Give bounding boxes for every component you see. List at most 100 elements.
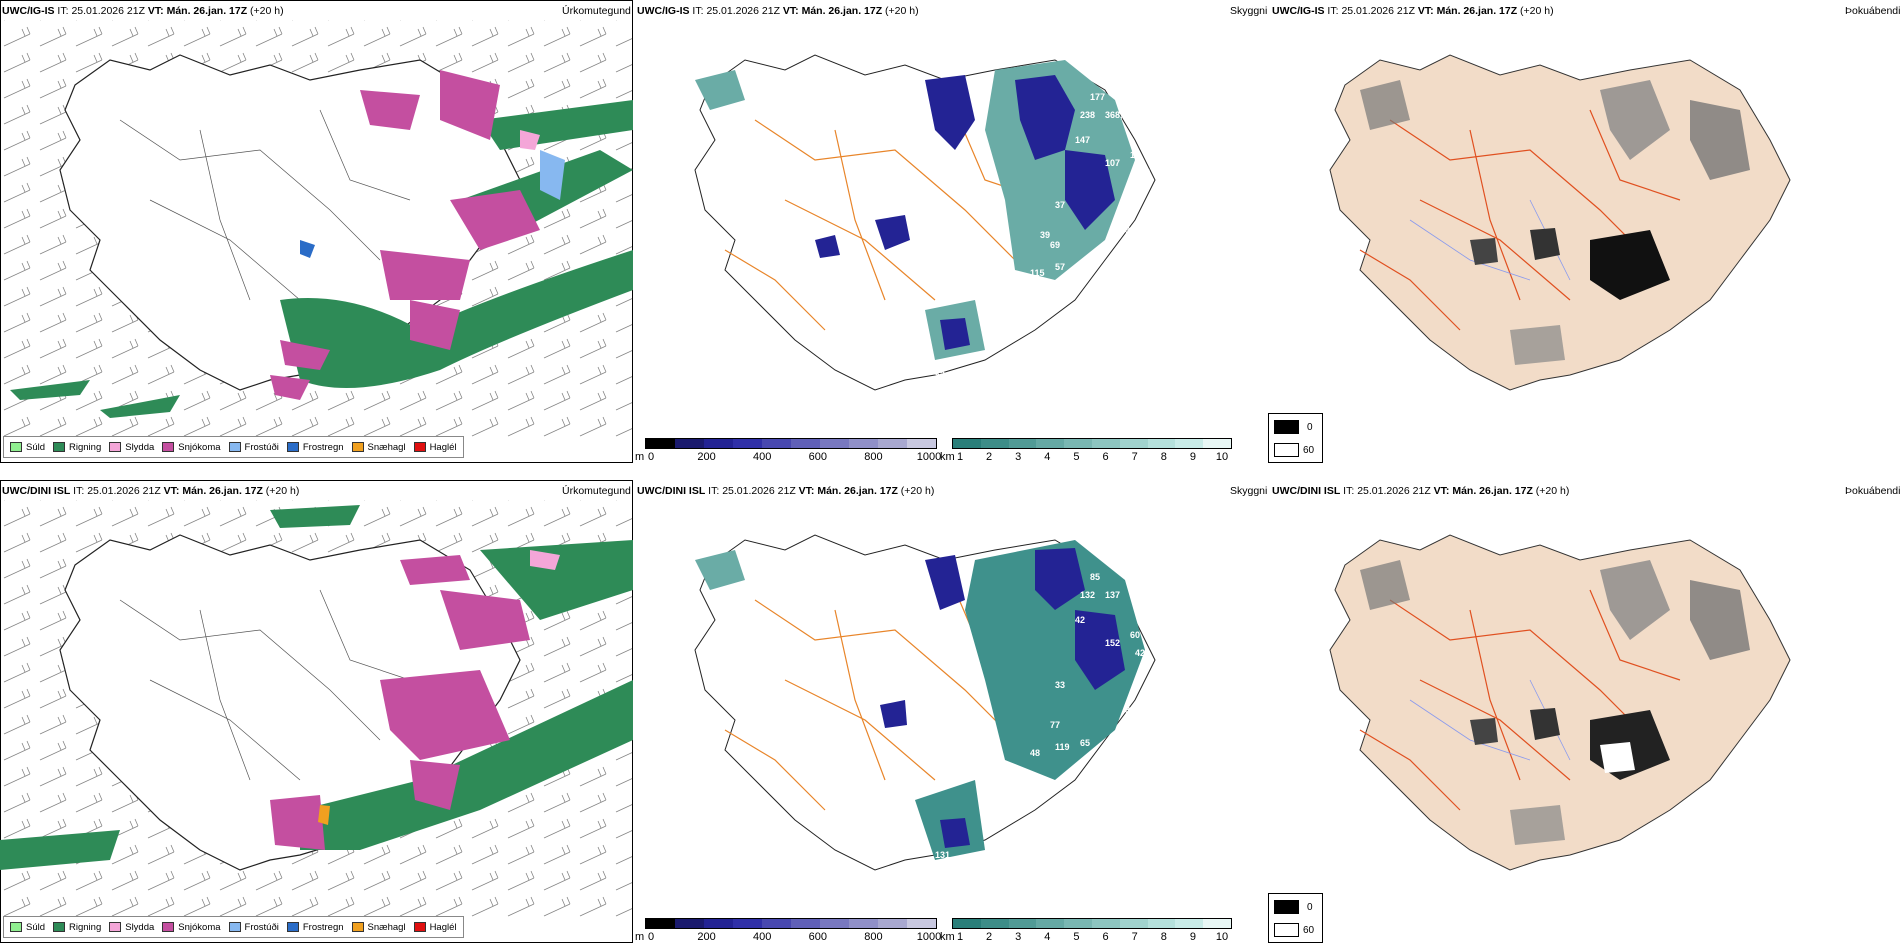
colorbar-segment: [849, 919, 878, 928]
precip-type-map: [1, 20, 633, 440]
legend-swatch: [162, 922, 175, 932]
legend-swatch: [109, 442, 122, 452]
colorbar-segment: [1175, 439, 1204, 448]
legend-item: Snjókoma: [162, 922, 221, 933]
colorbar-segment: [791, 919, 820, 928]
fog-index-map: [1329, 54, 1791, 391]
snow-depth-value: 55: [1190, 655, 1201, 665]
snow-depth-value: 111: [955, 180, 970, 190]
precip-type-legend: Súld Rigning Slydda Snjókoma Frostúði Fr…: [3, 436, 464, 458]
fog-index-panel: UWC/DINI ISL IT: 25.01.2026 21Z VT: Mán.…: [1270, 480, 1900, 950]
visibility-map: [694, 54, 1156, 391]
legend-item: Frostúði: [228, 922, 279, 933]
snow-depth-value: 277: [1180, 712, 1196, 722]
colorbar-tick: 0: [647, 931, 655, 943]
snow-depth-value: 89: [1195, 215, 1206, 225]
visibility-label: Skyggni: [1230, 5, 1268, 17]
precip-type-panel: UWC/IG-IS IT: 25.01.2026 21Z VT: Mán. 26…: [0, 0, 635, 470]
precip-type-legend: Súld Rigning Slydda Snjókoma Frostúði Fr…: [3, 916, 464, 938]
colorbar-tick: 8: [1160, 931, 1167, 943]
snow-depth-value: 86: [745, 90, 756, 100]
colorbar-tick: 200: [697, 451, 716, 463]
fog-low-swatch: [1274, 923, 1299, 937]
colorbar-segment: [675, 439, 704, 448]
legend-swatch: [10, 922, 22, 932]
snow-depth-value: 89: [915, 635, 926, 645]
snow-depth-value: 66: [915, 155, 926, 165]
colorbar-segment: [953, 919, 981, 928]
colorbar-tick: 600: [808, 451, 827, 463]
snow-depth-value: 98: [935, 655, 946, 665]
colorbar-segment: [907, 439, 936, 448]
legend-swatch: [413, 922, 426, 932]
panel-title: UWC/IG-IS IT: 25.01.2026 21Z VT: Mán. 26…: [637, 5, 919, 17]
snow-depth-value: 77: [1050, 720, 1061, 730]
panel-title: UWC/IG-IS IT: 25.01.2026 21Z VT: Mán. 26…: [1272, 5, 1554, 17]
colorbar-segment: [1147, 919, 1176, 928]
snow-depth-value: 287: [1135, 168, 1151, 178]
fog-index-label: Þokuábendi: [1845, 5, 1900, 17]
panel-title: UWC/DINI ISL IT: 25.01.2026 21Z VT: Mán.…: [637, 485, 935, 497]
snow-colorbar-unit: m: [635, 931, 645, 943]
fog-high-label: 0: [1307, 422, 1313, 433]
legend-swatch: [351, 922, 364, 932]
precip-type-map: [0, 500, 633, 920]
colorbar-tick: 800: [864, 931, 883, 943]
snow-colorbar-bar: [645, 918, 937, 929]
colorbar-tick: 4: [1044, 931, 1051, 943]
snow-colorbar-unit: m: [635, 451, 645, 463]
legend-item: Rigning: [53, 922, 101, 933]
fog-index-legend: 0 60: [1268, 893, 1323, 943]
colorbar-segment: [980, 919, 1009, 928]
legend-swatch: [53, 442, 66, 452]
snow-depth-value: 81: [935, 175, 946, 185]
snow-colorbar-bar: [645, 438, 937, 449]
fog-index-map: [1329, 534, 1791, 871]
colorbar-tick: 1000: [916, 931, 942, 943]
snow-depth-value: 79: [1120, 285, 1131, 295]
colorbar-segment: [1064, 439, 1092, 448]
colorbar-segment: [704, 919, 733, 928]
forecast-row-dini-isl: UWC/DINI ISL IT: 25.01.2026 21Z VT: Mán.…: [0, 480, 1900, 950]
legend-item: Slydda: [109, 922, 154, 933]
fog-index-legend: 0 60: [1268, 413, 1323, 463]
snow-depth-value: 70: [1160, 635, 1171, 645]
precip-type-label: Úrkomutegund: [562, 5, 631, 17]
snow-depth-value: 82: [1195, 695, 1206, 705]
colorbar-segment: [704, 439, 733, 448]
snow-depth-value: 137: [1105, 590, 1121, 600]
snow-depth-value: 85: [1090, 572, 1101, 582]
fog-high-label: 0: [1307, 902, 1313, 913]
fog-index-label: Þokuábendi: [1845, 485, 1900, 497]
snow-depth-value: 100: [890, 250, 906, 260]
snow-depth-value: 60: [1130, 630, 1141, 640]
colorbar-segment: [733, 919, 762, 928]
colorbar-segment: [953, 439, 981, 448]
colorbar-tick: 3: [1015, 931, 1022, 943]
colorbar-segment: [820, 919, 849, 928]
colorbar-segment: [820, 439, 849, 448]
fog-low-swatch: [1274, 443, 1299, 457]
snow-depth-value: 42: [1075, 615, 1086, 625]
snow-depth-value: 107: [1105, 158, 1121, 168]
colorbar-tick: 2: [986, 931, 993, 943]
snow-depth-value: 33: [1055, 680, 1066, 690]
colorbar-segment: [1091, 919, 1120, 928]
colorbar-tick: 1: [956, 451, 964, 463]
colorbar-tick: 2: [986, 451, 993, 463]
fog-high-swatch: [1274, 420, 1299, 434]
snow-depth-value: 10: [1130, 150, 1141, 160]
colorbar-tick: 1000: [916, 451, 942, 463]
colorbar-segment: [791, 439, 820, 448]
colorbar-segment: [878, 439, 907, 448]
fog-high-swatch: [1274, 900, 1299, 914]
colorbar-tick: 7: [1131, 451, 1138, 463]
legend-swatch: [228, 442, 241, 452]
snow-depth-value: 43: [1160, 155, 1171, 165]
legend-swatch: [286, 922, 299, 932]
colorbar-segment: [1119, 439, 1148, 448]
colorbar-segment: [1091, 439, 1120, 448]
colorbar-tick: 7: [1131, 931, 1138, 943]
colorbar-tick: 400: [753, 931, 772, 943]
visibility-colorbar-unit: km: [940, 451, 955, 463]
